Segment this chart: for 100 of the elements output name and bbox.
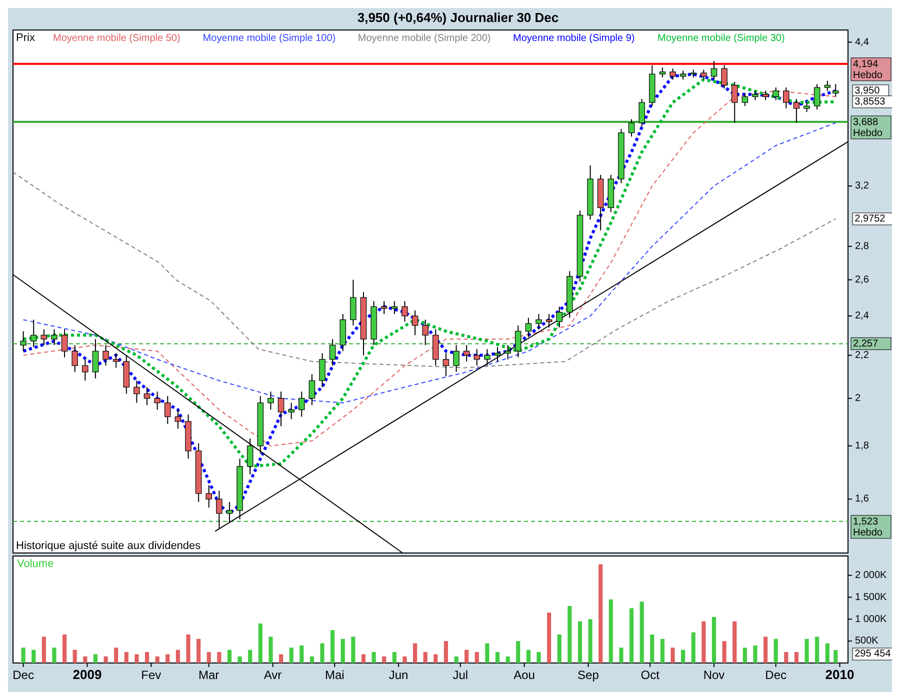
bar [825,643,830,663]
bar [423,652,428,663]
ref-line-label: 3,688 Hebdo [853,116,883,139]
candlestick [793,98,800,124]
bar [144,652,150,663]
bar [248,650,252,663]
bar [330,630,335,663]
bar [546,612,552,663]
bar [506,656,510,663]
candlestick [329,338,336,366]
candlestick [134,380,140,404]
x-tick-label: Dec [12,668,34,682]
x-tick-label: Oct [640,668,660,682]
bar [444,641,448,663]
chart-title: 3,950 (+0,64%) Journalier 30 Dec [357,10,559,25]
y-tick-label: 3,2 [855,180,870,192]
candlestick [51,328,58,346]
y-tick-label: 2,2 [855,350,870,361]
candlestick [154,391,160,410]
annotation: 3,8553 [854,96,886,108]
bar [691,632,696,663]
text: Moyenne mobile (Simple 9) [513,33,635,44]
candlestick [463,344,470,362]
bar [763,636,768,663]
bar [495,652,500,663]
bar [340,638,345,663]
bar [516,641,520,663]
candlestick [144,386,150,406]
x-tick-label: Jun [388,668,408,682]
candlestick [453,344,460,372]
bar [289,648,294,663]
candlestick [30,319,37,348]
text: Moyenne mobile (Simple 50) [53,33,180,44]
candlestick [164,396,171,424]
bar [681,650,686,663]
bar [52,648,56,663]
bar [310,656,314,663]
candlestick [92,338,99,379]
candlestick [20,330,26,352]
candlestick [804,102,810,112]
bar [568,606,572,663]
candlestick [474,348,480,366]
candlestick [556,306,562,328]
bar [62,634,67,663]
bar [392,652,396,663]
candlestick [298,391,305,418]
bar [268,636,273,663]
candlestick [102,344,109,366]
candlestick [112,352,120,368]
bar [794,652,799,663]
bar [42,636,46,663]
bar [774,638,778,663]
bar [485,643,490,663]
x-tick-label: Dec [765,668,787,682]
candlestick [670,68,676,80]
bar [454,656,458,663]
y-tick-label: 4,4 [855,36,870,48]
candlestick [174,409,182,430]
candlestick [742,92,748,107]
bar [32,650,36,663]
candlestick [61,328,68,358]
bar [372,652,376,663]
ref-line-label: 4,194 Hebdo [853,58,883,81]
bar [238,656,242,663]
x-tick-label: Fev [141,668,162,682]
bar [650,634,654,663]
bar [227,650,232,663]
bar [434,654,438,663]
bar [712,616,716,663]
bar [72,650,77,663]
bar [588,619,592,663]
bar [464,650,469,663]
bar [598,564,603,663]
bar [629,608,634,663]
y-tick-label: 2 [855,392,861,404]
candlestick [832,84,839,98]
candlestick [824,80,831,92]
y-tick-label: 2,6 [855,274,870,286]
bar [21,648,26,663]
candlestick [752,90,758,101]
candlestick [82,358,88,382]
bar [578,621,582,663]
annotation: 3,950 [854,86,880,97]
bar [732,621,737,663]
candlestick [638,98,645,128]
bar [834,650,838,663]
x-tick-label: 2009 [72,667,102,682]
candlestick [700,69,707,80]
x-tick-label: Sep [578,668,600,682]
ref-line-label: 1,523 Hebdo [853,516,883,538]
candlestick [206,484,212,508]
candlestick [412,310,418,336]
bar [320,643,324,663]
text: Moyenne mobile (Simple 30) [658,33,785,44]
bar [722,641,726,663]
bar [804,638,809,663]
y-tick-label: 1,8 [855,440,870,452]
bar [402,656,407,663]
x-tick-label: Jul [452,668,468,682]
line-series [12,172,836,368]
